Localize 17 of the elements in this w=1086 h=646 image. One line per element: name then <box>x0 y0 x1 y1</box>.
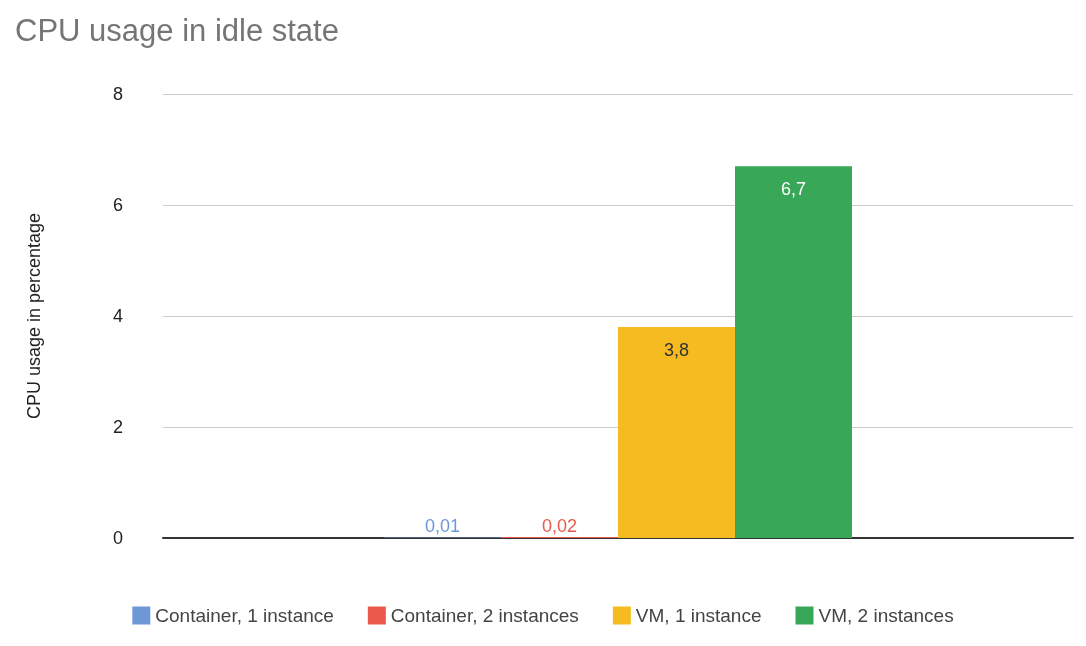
data-label: 0,01 <box>424 516 461 537</box>
legend-label: VM, 2 instances <box>818 605 954 626</box>
y-tick-label: 0 <box>112 528 123 548</box>
y-tick-label: 8 <box>112 84 123 104</box>
legend-label: Container, 1 instance <box>155 605 334 626</box>
bar <box>735 166 852 538</box>
chart-title: CPU usage in idle state <box>15 13 339 48</box>
legend-label: VM, 1 instance <box>635 605 762 626</box>
legend-label: Container, 2 instances <box>390 605 579 626</box>
data-label: 3,8 <box>663 340 690 361</box>
y-axis-title: CPU usage in percentage <box>24 212 44 420</box>
bar <box>618 327 735 538</box>
data-label: 0,02 <box>541 515 578 536</box>
y-tick-label: 4 <box>112 306 123 326</box>
y-tick-label: 2 <box>112 417 123 437</box>
data-label: 6,7 <box>780 179 807 200</box>
y-tick-label: 6 <box>112 195 123 215</box>
